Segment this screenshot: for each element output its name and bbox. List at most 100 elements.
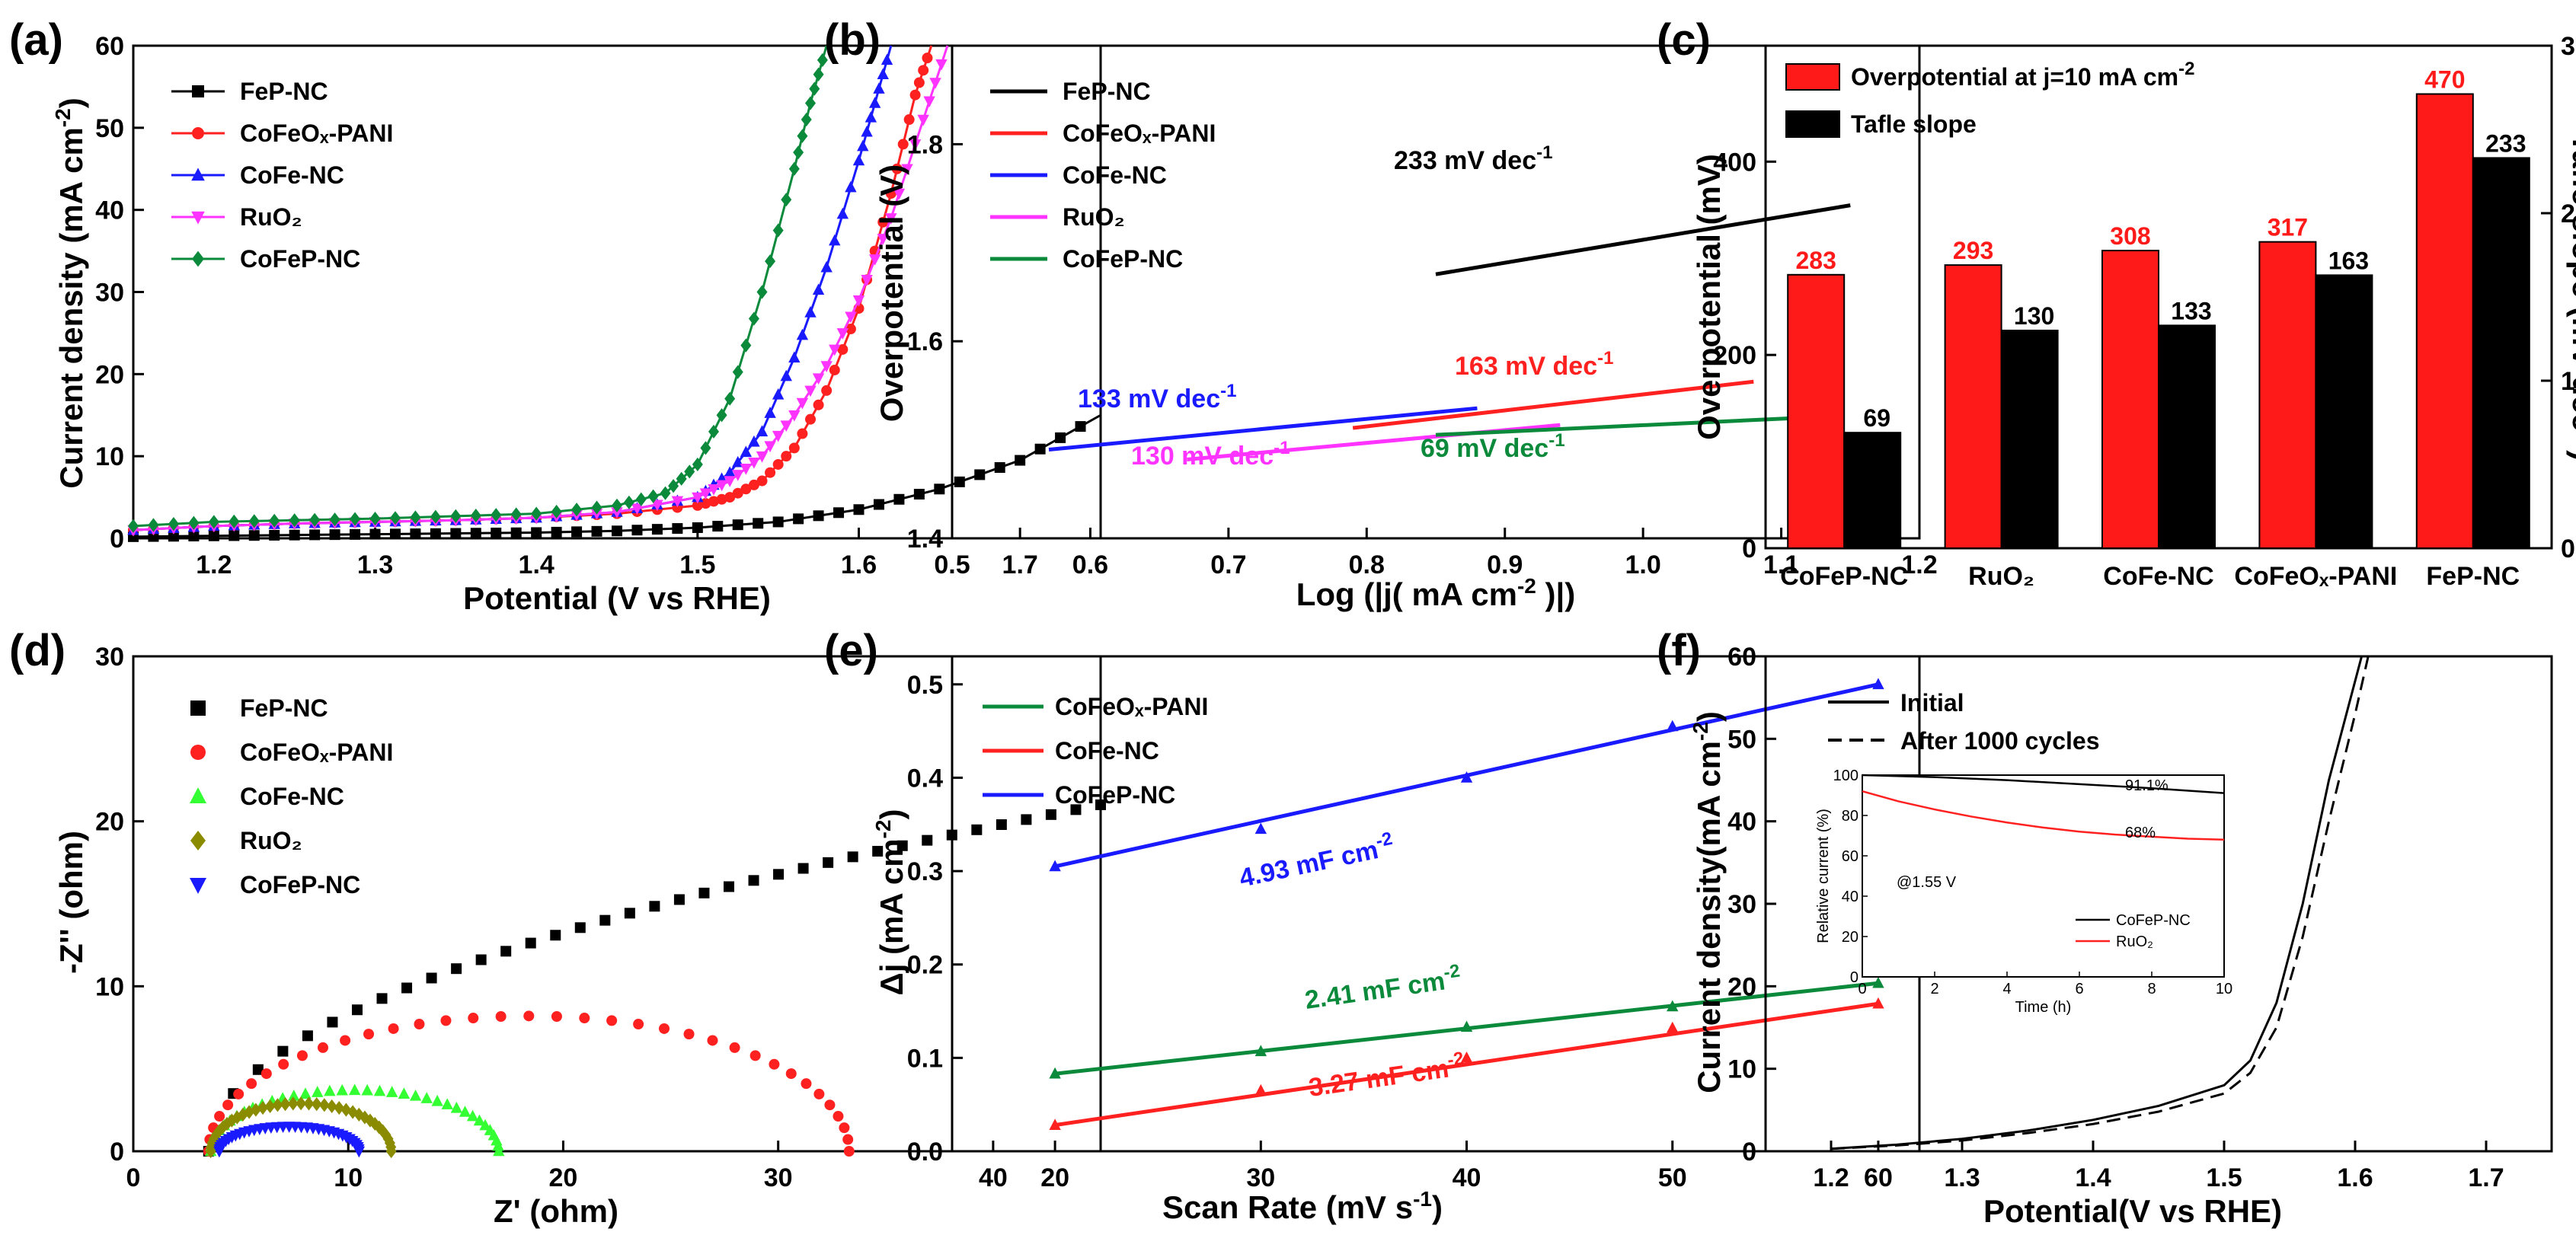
bar-tafel [2158,324,2216,549]
panel-f-ylabel: Current density(mA cm-2) [1689,711,1727,1093]
data-point [369,528,381,540]
data-point [336,1083,348,1096]
slope-label: 133 mV dec-1 [1078,381,1236,413]
legend-label: CoFeOₓ-PANI [240,120,393,147]
y-tick-label: 60 [1727,643,1756,672]
data-point [431,1094,443,1106]
data-point [414,1019,425,1030]
data-point [299,1087,312,1099]
data-point [708,424,719,439]
inset-series-line [1862,790,2225,841]
panel-d-xlabel: Z' (ohm) [494,1193,618,1229]
data-point [450,1101,463,1113]
data-point [913,77,925,88]
category-label: FeP-NC [2426,562,2520,591]
y-tick-label: 20 [95,360,124,389]
data-point [817,53,828,67]
data-point [935,59,948,71]
legend-label: CoFe-NC [240,783,344,810]
data-point [796,328,809,340]
data-point [246,1078,257,1090]
x-tick-label: 0.5 [934,550,970,579]
inset-x-tick-label: 0 [1858,981,1866,997]
data-point [288,1089,300,1101]
x-tick-label: 1.4 [2075,1163,2111,1192]
data-point [805,96,816,110]
data-point [797,863,809,874]
data-point [698,887,710,898]
data-point [954,476,965,487]
legend-marker [190,831,206,850]
panel-e-legend: CoFeOₓ-PANI CoFe-NC CoFeP-NC [983,693,1208,809]
legend-label: CoFeOₓ-PANI [1063,120,1216,147]
data-point [877,68,889,80]
inset-x-tick-label: 4 [2002,981,2011,997]
data-point [128,519,139,533]
data-point [716,408,727,423]
data-point [571,526,583,538]
slope-label: 233 mV dec-1 [1394,142,1552,175]
data-point [348,1083,361,1096]
fit-line [1435,416,1795,437]
panel-c-ticks: 0 200 400 0 100 200 300 CoFeP-NC RuO₂ CoFe-NC CoFe… [1713,32,2576,591]
panel-c-letter: (c) [1657,15,1711,65]
data-point [723,881,734,892]
data-point [470,508,481,523]
legend-marker [192,85,204,97]
legend-label: FeP-NC [240,78,328,105]
data-point [1015,455,1026,466]
data-point [873,82,885,94]
data-point [804,385,817,397]
bar-value-label: 293 [1953,237,1993,264]
panel-b-ticks: 0.5 0.6 0.7 0.8 0.9 1.0 1.1 1.2 1.4 1.6 1.8 [907,130,1938,579]
data-point [350,528,361,540]
data-point [389,528,401,540]
data-point [676,471,687,486]
data-point [651,524,663,535]
legend-marker [191,168,205,181]
data-point [409,1089,422,1101]
panel-b-legend: FeP-NC CoFeOₓ-PANI CoFe-NC RuO₂ CoFeP-NC [990,78,1216,273]
data-point [493,1144,505,1157]
data-point [845,180,857,193]
data-point [692,457,703,472]
data-point [839,1122,850,1134]
data-point [753,518,764,529]
data-point [649,901,660,912]
legend-label: FeP-NC [240,694,328,722]
x-tick-label: 1.2 [1901,550,1937,579]
inset-x-tick-label: 6 [2075,981,2083,997]
y-tick-label: 20 [95,808,124,837]
data-point [729,1042,740,1053]
series-line [133,45,893,531]
data-point [712,521,724,532]
bar-value-label: 69 [1863,404,1890,432]
bar-overpotential [1944,264,2002,549]
data-point [885,213,897,225]
y-tick-label: 200 [1713,341,1756,370]
data-point [466,1109,479,1122]
data-point [683,1029,695,1040]
panel-c-bars: 283 69 293 130 308 133 317 163 470 233 [1787,65,2530,550]
data-point [289,529,300,541]
series-line [133,45,949,531]
data-point [756,475,768,487]
data-point [724,391,736,406]
panel-b-xlabel: Log (|j( mA cm-2 )|) [1296,574,1576,613]
data-point [893,188,906,200]
data-point [769,1058,780,1070]
panel-a: (a) 1.2 1.3 1.4 1.5 1.6 1.7 0 10 20 30 40 50 60 FeP-… [9,15,1102,616]
x-tick-label: 0.8 [1349,550,1385,579]
y2-tick-label: 100 [2561,367,2576,396]
data-point [923,96,935,108]
panel-e-series: 2.41 mF cm-2 3.27 mF cm-2 4.93 mF cm-2 [1049,678,1884,1130]
data-point [724,466,736,478]
x-tick-label: 1.2 [1813,1163,1849,1192]
data-point [865,110,877,123]
data-point [248,514,260,528]
legend-label: CoFeP-NC [1063,245,1183,273]
data-point [309,529,321,541]
data-point [510,507,522,522]
data-point [853,504,865,515]
